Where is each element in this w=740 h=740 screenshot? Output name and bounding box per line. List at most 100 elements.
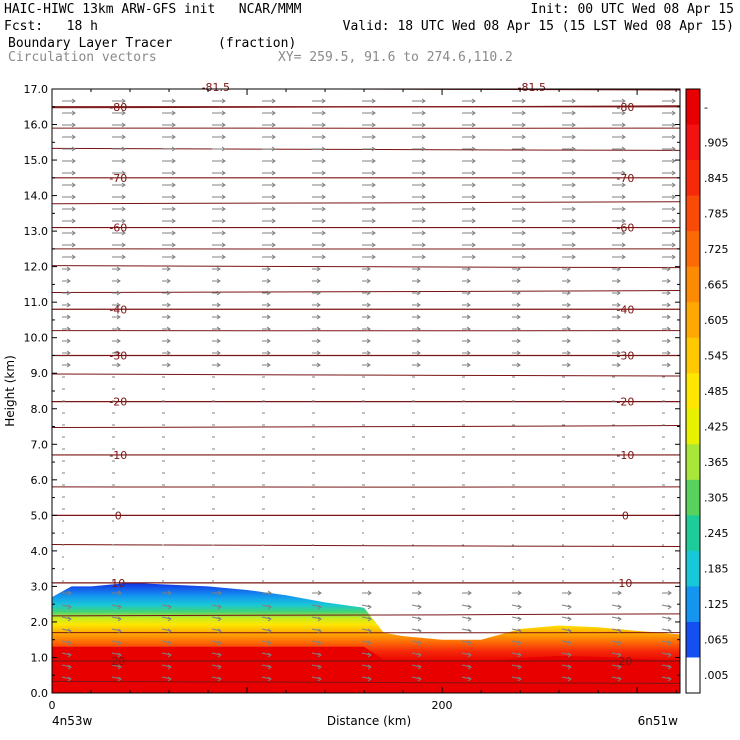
vector-arrow-head [321,230,326,236]
vector-arrow-head [621,230,626,236]
vector-arrow-head [121,206,126,212]
x-axis-label: Distance (km) [327,714,411,728]
vector-arrow [661,640,672,644]
vector-arrow-head [416,338,421,344]
vector-arrow-head [216,266,221,272]
vector-arrow-head [417,590,422,596]
vector-arrow-head [321,170,326,176]
vector-arrow-head [271,110,276,116]
vector-arrow-head [566,266,571,272]
y-tick-label: 6.0 [31,474,49,487]
colorbar-swatch [686,124,700,161]
vector-arrow-head [267,628,272,634]
vector-arrow-head [516,362,521,368]
vector-arrow-head [521,134,526,140]
vector-arrow-head [266,290,271,296]
y-tick-label: 16.0 [24,119,49,132]
vector-arrow [111,616,122,620]
vector-arrow-head [666,278,671,284]
vector-arrow-head [267,664,272,670]
vector-arrow-head [71,134,76,140]
vector-arrow-head [516,350,521,356]
vector-arrow-head [66,266,71,272]
vector-arrow-head [371,158,376,164]
vector-arrow-head [466,278,471,284]
vector-arrow [611,616,622,620]
vector-arrow-head [166,314,171,320]
colorbar-label: .125 [704,598,729,611]
colorbar-label: .425 [704,421,729,434]
vector-arrow-head [417,604,422,610]
vector-arrow-head [571,146,576,152]
vector-arrow [311,652,322,656]
vector-arrow-head [421,194,426,200]
vector-arrow-head [421,110,426,116]
vector-arrow [611,652,622,656]
vector-arrow-head [667,616,672,622]
colorbar-swatch [686,657,700,694]
vector-arrow-head [367,616,372,622]
vector-arrow-head [366,350,371,356]
colorbar-swatch [686,479,700,516]
vector-arrow-head [117,616,122,622]
vector-arrow-head [567,604,572,610]
y-tick-label: 3.0 [31,580,49,593]
vector-arrow-head [167,676,172,682]
vector-arrow-head [316,314,321,320]
colorbar-swatch [686,621,700,658]
y-tick-label: 11.0 [24,296,49,309]
vector-arrow-head [121,194,126,200]
vector-arrow-head [521,218,526,224]
vector-arrow-head [471,194,476,200]
vector-arrow-head [567,616,572,622]
vector-arrow-head [317,652,322,658]
colorbar-label: .305 [704,492,729,505]
vector-arrow-head [371,98,376,104]
vector-arrow [611,640,622,644]
vector-arrow-head [417,652,422,658]
vector-arrow-head [516,290,521,296]
y-tick-label: 2.0 [31,616,49,629]
vector-arrow-head [316,266,321,272]
vector-arrow-head [617,590,622,596]
vector-arrow [161,676,172,680]
vector-arrow-head [421,230,426,236]
vector-arrow-head [71,206,76,212]
vector-arrow-head [671,218,676,224]
x-tick-label: 200 [432,699,453,712]
vector-arrow-head [566,326,571,332]
header-line1-left: HAIC-HIWC 13km ARW-GFS init NCAR/MMM [4,2,302,17]
vector-arrow-head [321,206,326,212]
vector-arrow-head [466,362,471,368]
vector-arrow-head [271,218,276,224]
vector-arrow [511,616,522,620]
vector-arrow-head [567,652,572,658]
vector-arrow-head [266,266,271,272]
vector-arrow-head [71,194,76,200]
colorbar: - .905 .845 .785 .725 .665 .605 .545 .485 .425 .36… [685,88,729,694]
vector-arrow-head [166,326,171,332]
x-left-endpoint-label: 4n53w [52,714,93,728]
vector-arrow-head [316,302,321,308]
vector-arrow-head [671,98,676,104]
colorbar-swatch [686,195,700,232]
vector-arrow-head [321,122,326,128]
vector-arrow-head [421,158,426,164]
vector-arrow-head [66,278,71,284]
vector-arrow-head [266,326,271,332]
colorbar-label: .845 [704,172,729,185]
vector-arrow-head [571,242,576,248]
vector-arrow-head [271,134,276,140]
vector-arrow-head [117,676,122,682]
vector-arrow [561,652,572,656]
vector-arrow-head [617,652,622,658]
vector-arrow-head [671,170,676,176]
y-tick-label: 1.0 [31,651,49,664]
vector-arrow-head [71,158,76,164]
isotherm-label: -40 [616,303,634,316]
vector-arrow-head [666,350,671,356]
vector-arrow-head [67,590,72,596]
vector-arrow-head [667,652,672,658]
vector-arrow-head [366,266,371,272]
vector-arrow-head [171,254,176,260]
